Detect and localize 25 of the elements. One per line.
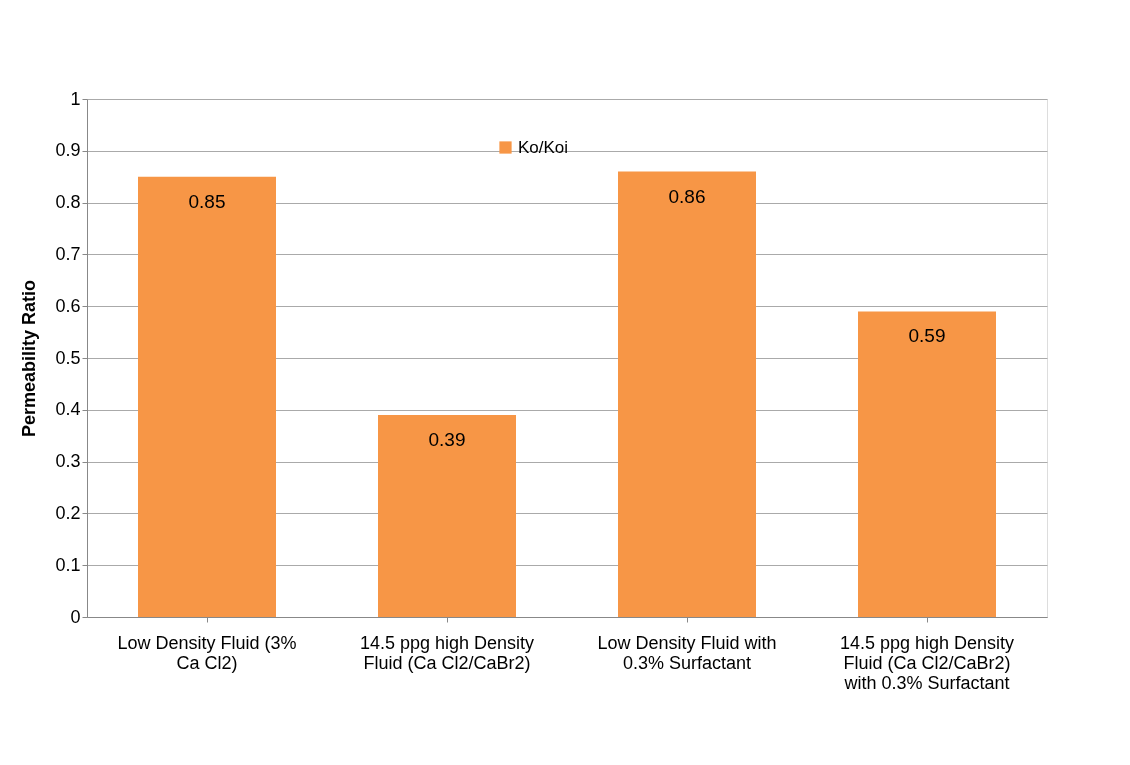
- x-tick-label: 14.5 ppg high Density Fluid (Ca Cl2/CaBr2): [359, 632, 535, 673]
- data-label: 0.85: [188, 190, 226, 212]
- data-label: 0.86: [668, 185, 706, 207]
- y-tick-label: 0.4: [55, 399, 81, 420]
- x-tick-label: Low Density Fluid with 0.3% Surfactant: [597, 632, 777, 673]
- y-tick-label: 0.5: [55, 347, 81, 368]
- y-tick-label: 0.3: [55, 451, 81, 472]
- bar: [378, 414, 516, 617]
- data-label: 0.39: [428, 428, 466, 450]
- y-tick-label: 0.7: [55, 243, 81, 264]
- bar: [138, 176, 276, 617]
- x-tick-label: Low Density Fluid (3% Ca Cl2): [117, 632, 297, 673]
- y-tick-label: 0.8: [55, 192, 81, 213]
- data-label: 0.59: [908, 325, 946, 347]
- y-tick-label: 0.6: [55, 295, 81, 316]
- bar: [618, 171, 756, 617]
- y-tick-label: 0.9: [55, 140, 81, 161]
- y-tick-label: 0.2: [55, 502, 81, 523]
- y-tick-label: 0.1: [55, 554, 81, 575]
- bar: [858, 311, 996, 617]
- y-tick-label: 1: [70, 88, 81, 109]
- y-axis-title: Permeability Ratio: [19, 279, 40, 438]
- legend-label: Ko/Koi: [518, 137, 569, 157]
- x-tick-label: 14.5 ppg high Density Fluid (Ca Cl2/CaBr2) with 0.3% Surfactant: [839, 632, 1015, 693]
- y-tick-label: 0: [70, 606, 81, 627]
